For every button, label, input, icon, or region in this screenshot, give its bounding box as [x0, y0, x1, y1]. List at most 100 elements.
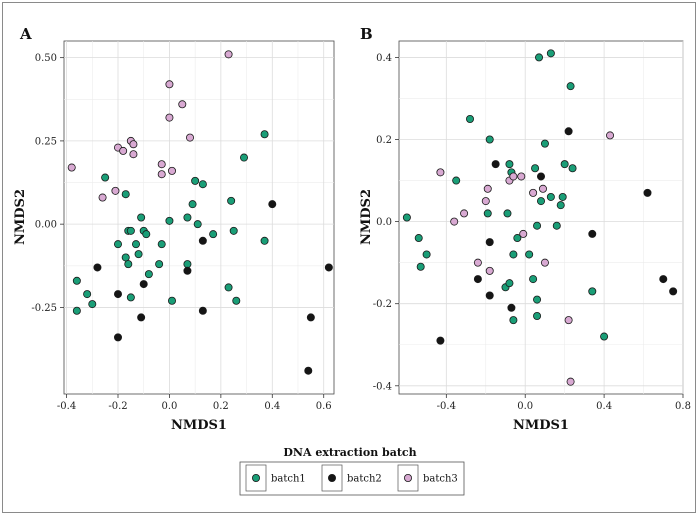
panel-b-point-batch2: [485, 238, 494, 247]
panel-b-point-batch2: [537, 172, 546, 181]
panel-a-point-batch1: [191, 176, 200, 185]
panel-a-point-batch1: [229, 226, 238, 235]
panel-b-point-batch1: [505, 279, 514, 288]
panel-b-point-batch1: [509, 316, 518, 325]
panel-a-y-tick-label: -0.25: [31, 303, 57, 314]
panel-b-y-tick-label: -0.2: [373, 299, 392, 310]
panel-b-point-batch3: [473, 258, 482, 267]
panel-a-y-tick-label: 0.00: [35, 220, 57, 231]
panel-a-point-batch1: [157, 240, 166, 249]
panel-b-point-batch2: [436, 336, 445, 345]
panel-a-point-batch1: [183, 260, 192, 269]
panel-a-point-batch1: [198, 180, 207, 189]
panel-b-point-batch2: [507, 303, 516, 312]
panel-a-point-batch1: [72, 276, 81, 285]
panel-b-point-batch2: [669, 287, 678, 296]
panel-a-point-batch2: [268, 200, 277, 209]
panel-a-point-batch2: [137, 313, 146, 322]
panel-b-y-tick-label: 0.2: [376, 135, 392, 146]
panel-a-point-batch3: [224, 50, 233, 59]
panel-a-y-axis-title: NMDS2: [13, 189, 28, 245]
panel-b-point-batch2: [473, 275, 482, 284]
legend-label-batch2: batch2: [347, 474, 382, 485]
panel-a-point-batch3: [157, 160, 166, 169]
panel-a-plot-area: [63, 40, 335, 395]
panel-b-point-batch1: [485, 135, 494, 144]
panel-b-point-batch3: [517, 172, 526, 181]
panel-b-point-batch3: [460, 209, 469, 218]
panel-a-y-tick-label: 0.25: [35, 136, 57, 147]
panel-b-point-batch1: [414, 234, 423, 243]
panel-b-point-batch3: [519, 229, 528, 238]
panel-a-point-batch3: [98, 193, 107, 202]
panel-a-x-axis-title: NMDS1: [171, 418, 227, 433]
panel-a-point-batch1: [142, 230, 151, 239]
panel-a-ticks: -0.4 -0.2 0.0 0.2 0.4 0.6 -0.25 0.00 0.25 0.50: [31, 53, 331, 412]
legend-swatch-batch2: [327, 473, 336, 482]
panel-b-point-batch3: [566, 377, 575, 386]
panel-a-point-batch3: [178, 100, 187, 109]
panel-b-point-batch1: [568, 164, 577, 173]
panel-a-tag: A: [19, 25, 32, 43]
panel-a-point-batch1: [167, 296, 176, 305]
panel-b-y-axis-title: NMDS2: [359, 189, 374, 245]
panel-b-point-batch3: [485, 266, 494, 275]
panel-b-points: [402, 49, 678, 386]
panel-b-point-batch3: [540, 258, 549, 267]
panel-a-point-batch2: [198, 306, 207, 315]
panel-a-point-batch1: [209, 230, 218, 239]
panel-b-x-tick-label: -0.4: [437, 401, 456, 412]
panel-a-point-batch1: [124, 260, 133, 269]
panel-b-point-batch2: [491, 160, 500, 169]
panel-b-point-batch3: [564, 316, 573, 325]
panel-a-point-batch3: [67, 163, 76, 172]
panel-a-x-tick-label: 0.0: [161, 401, 177, 412]
panel-a-point-batch2: [198, 236, 207, 245]
panel-a-point-batch1: [260, 130, 269, 139]
panel-b-point-batch1: [531, 164, 540, 173]
panel-b-point-batch1: [600, 332, 609, 341]
panel-b-point-batch1: [588, 287, 597, 296]
panel-b-point-batch1: [533, 312, 542, 321]
panel-b-x-axis-title: NMDS1: [513, 418, 569, 433]
legend: DNA extraction batch batch1 batch2 batch…: [239, 446, 465, 496]
panel-a-point-batch1: [227, 196, 236, 205]
panel-b-y-tick-label: -0.4: [373, 381, 392, 392]
panel-b-point-batch1: [537, 197, 546, 206]
panel-a: A -0.4 -0.2 0.0 0.2 0.4 0.6-0.250.000.250.50 …: [13, 25, 335, 433]
panel-b-y-tick-label: 0.0: [376, 217, 392, 228]
panel-b-point-batch3: [529, 188, 538, 197]
panel-b-point-batch2: [485, 291, 494, 300]
panel-b-point-batch3: [450, 217, 459, 226]
panel-a-x-tick-label: -0.2: [108, 401, 127, 412]
panel-a-point-batch3: [157, 170, 166, 179]
panel-a-point-batch1: [126, 293, 135, 302]
panel-a-point-batch3: [165, 113, 174, 122]
panel-b-ticks: -0.4 0.0 0.4 0.8 -0.4 -0.2 0.0 0.2 0.4: [373, 53, 691, 412]
panel-b-point-batch1: [552, 221, 561, 230]
panel-a-point-batch1: [239, 153, 248, 162]
panel-b-tag: B: [360, 25, 373, 43]
panel-b-point-batch1: [546, 192, 555, 201]
panel-b-point-batch1: [556, 201, 565, 210]
panel-b-point-batch2: [588, 229, 597, 238]
panel-a-point-batch1: [165, 216, 174, 225]
panel-b-point-batch1: [483, 209, 492, 218]
panel-b-point-batch1: [422, 250, 431, 259]
panel-b-point-batch1: [533, 221, 542, 230]
legend-swatch-batch3: [403, 473, 412, 482]
panel-a-point-batch1: [232, 296, 241, 305]
panel-b-point-batch1: [402, 213, 411, 222]
panel-b-point-batch1: [505, 160, 514, 169]
panel-a-point-batch1: [126, 226, 135, 235]
panel-a-point-batch1: [131, 240, 140, 249]
panel-a-point-batch1: [183, 213, 192, 222]
panel-a-point-batch3: [129, 140, 138, 149]
panel-b-point-batch3: [538, 184, 547, 193]
panel-a-grid: [64, 41, 334, 394]
panel-b-point-batch2: [659, 275, 668, 284]
legend-swatch-batch1: [251, 473, 260, 482]
panel-b-point-batch1: [535, 53, 544, 62]
panel-b-x-tick-label: 0.4: [596, 401, 612, 412]
panel-b-point-batch3: [509, 172, 518, 181]
